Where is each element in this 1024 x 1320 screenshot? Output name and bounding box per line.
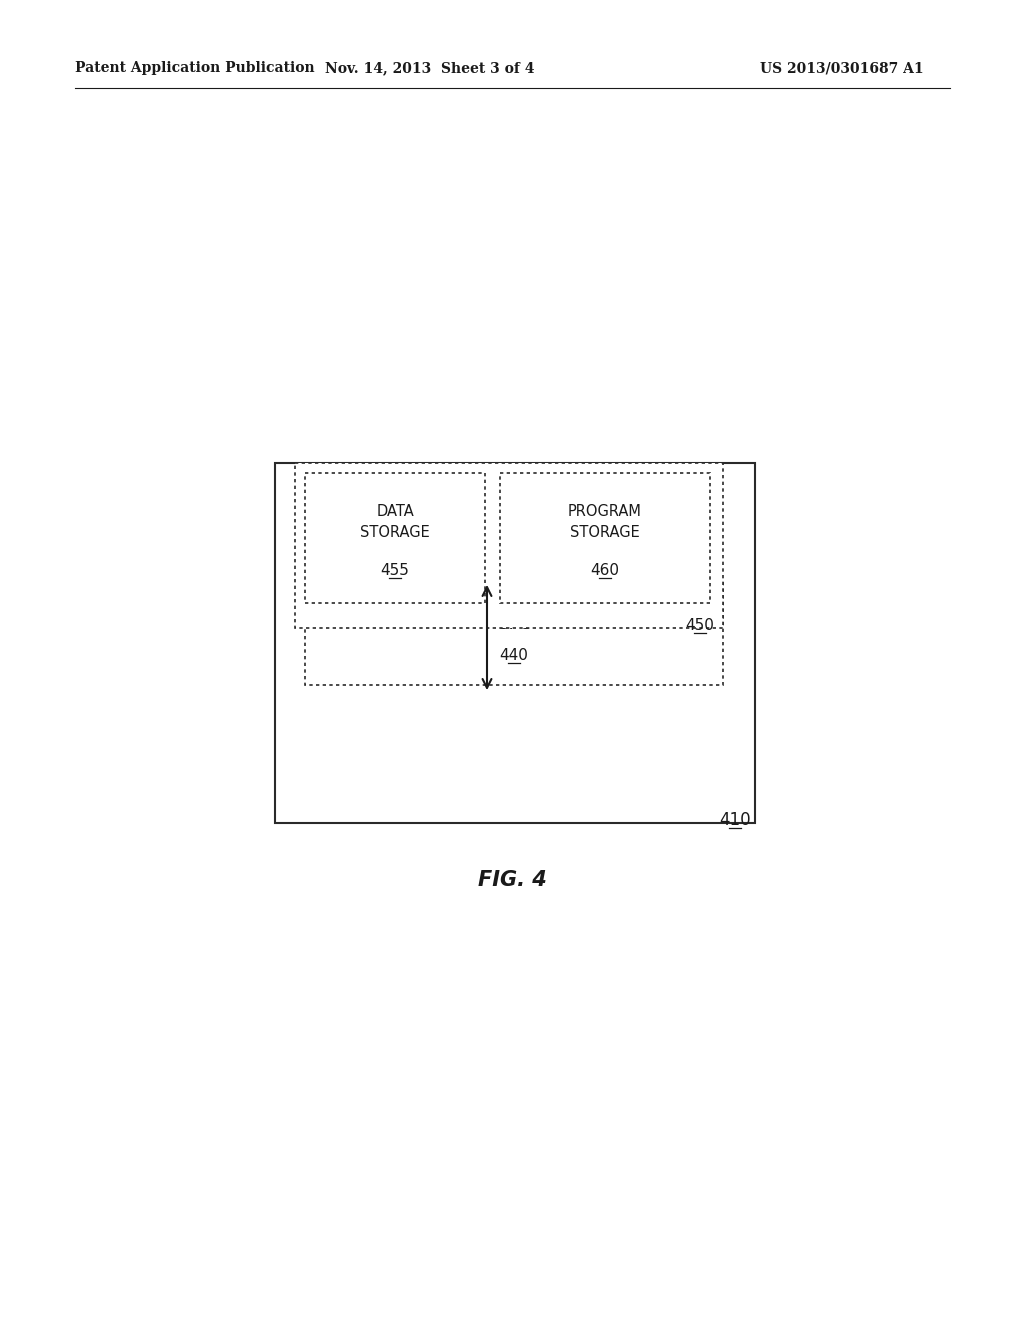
Text: US 2013/0301687 A1: US 2013/0301687 A1 (760, 61, 924, 75)
Text: Patent Application Publication: Patent Application Publication (75, 61, 314, 75)
Text: 440: 440 (500, 648, 528, 663)
Text: 460: 460 (591, 564, 620, 578)
Bar (500, 473, 710, 603)
Text: Nov. 14, 2013  Sheet 3 of 4: Nov. 14, 2013 Sheet 3 of 4 (326, 61, 535, 75)
Bar (305, 579, 723, 685)
Text: PROGRAM
STORAGE: PROGRAM STORAGE (568, 504, 642, 540)
Text: FIG. 4: FIG. 4 (477, 870, 547, 890)
Text: CPU: CPU (496, 615, 532, 634)
Bar (295, 463, 723, 628)
Text: 455: 455 (381, 564, 410, 578)
Bar (275, 463, 755, 822)
Text: 450: 450 (685, 618, 715, 632)
Text: 410: 410 (719, 810, 751, 829)
Bar (305, 473, 485, 603)
Text: DATA
STORAGE: DATA STORAGE (360, 504, 430, 540)
